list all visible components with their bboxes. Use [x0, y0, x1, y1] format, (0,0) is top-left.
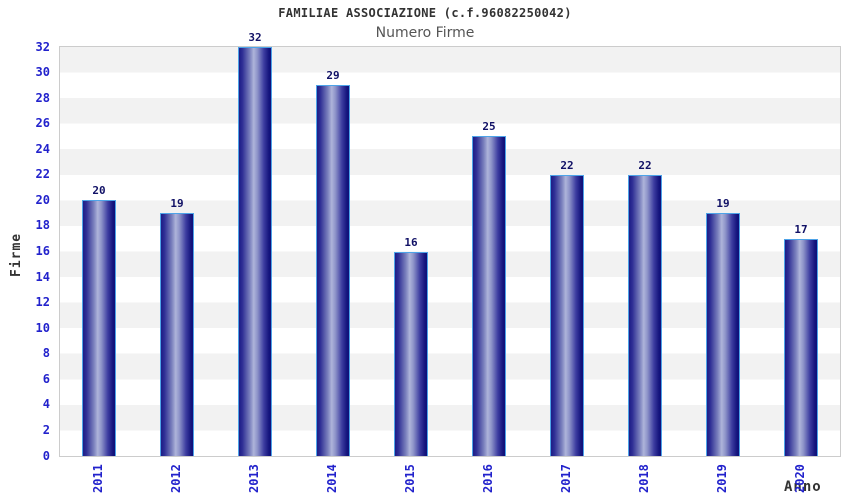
x-tick-label: 2017 [559, 464, 573, 494]
x-axis-title: Anno [784, 479, 822, 495]
bar-2019 [706, 213, 740, 456]
x-tick-label: 2011 [91, 464, 105, 494]
bar-2014 [316, 85, 350, 456]
chart-title: FAMILIAE ASSOCIAZIONE (c.f.96082250042) [278, 6, 572, 20]
bar-value-label: 22 [560, 158, 574, 172]
y-tick-label: 22 [35, 167, 50, 182]
y-tick-label: 10 [35, 320, 50, 335]
y-tick-label: 32 [35, 39, 50, 54]
bar-2013 [238, 47, 272, 456]
bar-value-label: 29 [326, 69, 340, 83]
y-tick-label: 28 [35, 90, 50, 105]
y-tick-label: 18 [35, 218, 50, 233]
x-tick-label: 2012 [169, 464, 183, 494]
bar-value-label: 32 [248, 31, 262, 44]
bar-2012 [160, 213, 194, 456]
y-tick-label: 24 [35, 141, 50, 156]
y-tick-label: 30 [35, 65, 50, 80]
x-tick-label: 2019 [715, 464, 729, 494]
y-tick-label: 26 [35, 116, 50, 131]
bar-2016 [472, 136, 506, 456]
bar-value-label: 22 [638, 158, 652, 172]
bar-2018 [628, 174, 662, 456]
x-tick-label: 2016 [481, 464, 495, 494]
y-tick-label: 14 [35, 269, 50, 284]
bar-value-label: 20 [92, 184, 106, 198]
bar-2015 [394, 251, 428, 456]
y-tick-label: 6 [42, 371, 50, 386]
bar-2017 [550, 174, 584, 456]
bar-value-label: 16 [404, 235, 418, 249]
bar-value-label: 17 [794, 222, 808, 236]
x-tick-label: 2014 [325, 464, 339, 494]
bar-2020 [784, 238, 818, 456]
x-tick-label: 2013 [247, 464, 261, 494]
x-tick-label: 2018 [637, 464, 651, 494]
y-tick-label: 2 [42, 422, 50, 437]
x-tick-label: 2015 [403, 464, 417, 494]
y-tick-label: 4 [42, 397, 50, 412]
y-tick-label: 16 [35, 244, 50, 258]
bar-2011 [82, 200, 116, 456]
bar-value-label: 25 [482, 120, 496, 134]
bar-value-label: 19 [716, 197, 730, 211]
bar-value-label: 19 [170, 197, 184, 211]
chart-subtitle: Numero Firme [375, 25, 475, 41]
plot-area: 20 19 32 29 16 25 22 22 19 17 [59, 31, 841, 457]
y-tick-label: 8 [42, 346, 50, 361]
y-tick-label: 0 [42, 448, 50, 463]
x-tick-label: 2020 [793, 464, 807, 494]
y-tick-label: 12 [35, 295, 50, 310]
y-tick-label: 20 [35, 192, 50, 207]
